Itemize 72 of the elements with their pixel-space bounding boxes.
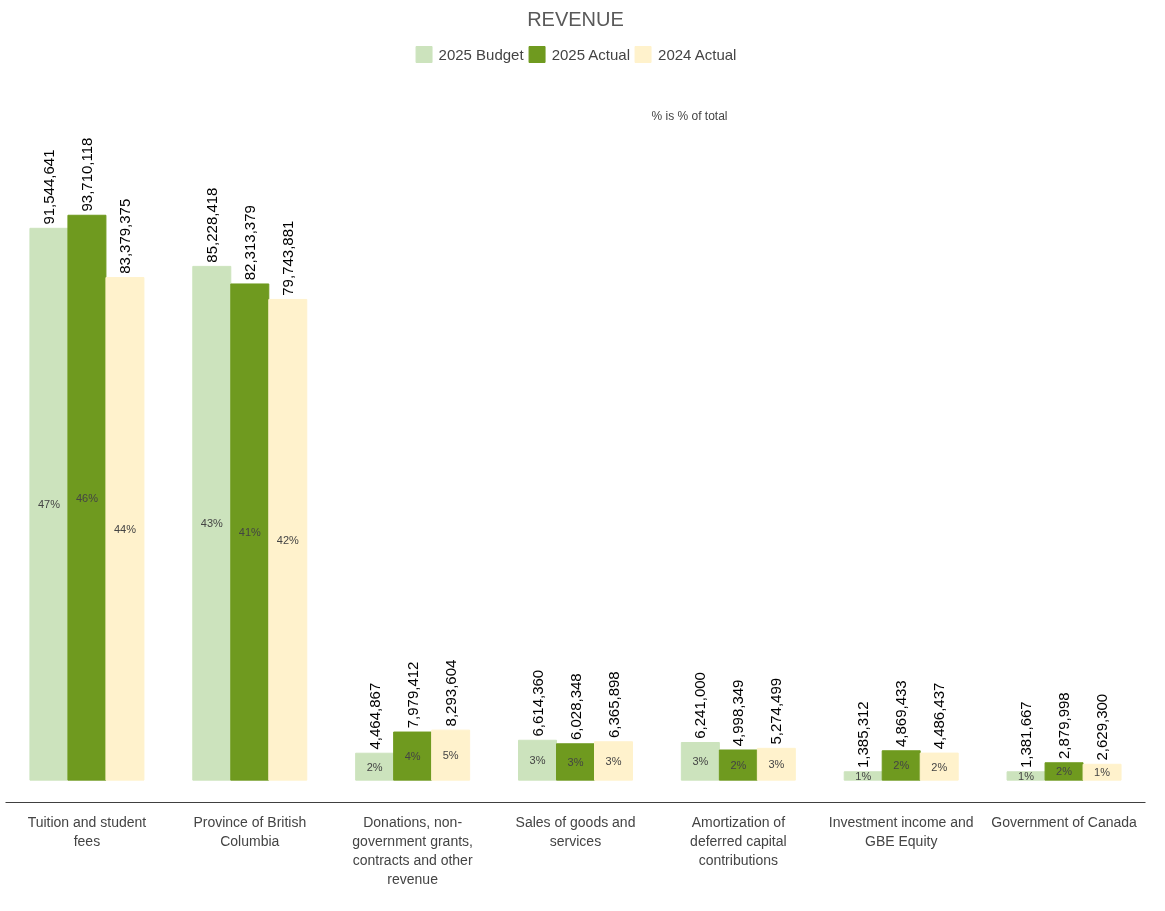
bar [556,743,595,781]
bar [67,214,107,781]
data-label: 85,228,418 [202,187,220,263]
legend-label: 2025 Budget [438,45,524,63]
x-tick-label: Donations, non-government grants, contracts and other revenue [352,813,473,888]
annotation: 41% [238,526,262,539]
chart-title: REVENUE [527,7,624,30]
data-label: 6,241,000 [691,672,709,739]
annotation: 2% [366,760,383,773]
x-tick-label: Investment income and GBE Equity [828,813,974,849]
data-label: 6,365,898 [604,671,622,739]
data-label: 82,313,379 [240,205,258,281]
annotation: 1% [1094,766,1111,779]
data-label: 2,879,998 [1055,692,1073,760]
data-label: 83,379,375 [115,198,133,274]
bar [355,752,395,781]
annotation: 3% [529,754,546,767]
bar [594,741,633,781]
annotation: 44% [113,522,137,535]
data-label: 1,385,312 [854,701,872,769]
annotation: 47% [37,498,61,511]
data-label: 4,869,433 [892,680,910,748]
x-tick-label: Government of Canada [991,813,1138,830]
annotation: 4% [404,750,421,763]
data-label: 4,998,349 [729,679,747,747]
text: % is % of total [651,109,728,124]
annotation: 3% [605,754,622,767]
data-label: 4,464,867 [365,682,383,750]
annotation: 3% [567,755,584,768]
data-label: 91,544,641 [39,149,57,225]
bar [105,277,145,781]
bar [756,747,796,781]
bar [680,742,720,781]
bar [718,749,758,781]
annotation: 5% [442,749,459,762]
x-tick-label: Province of British Columbia [193,813,307,849]
annotation: 43% [200,517,224,530]
annotation: 42% [276,533,300,546]
bar [431,729,471,781]
annotation: 3% [692,755,709,768]
data-label: 2,629,300 [1093,693,1111,761]
data-label: 5,274,499 [767,677,785,745]
data-label: 4,486,437 [930,682,948,750]
bar [268,298,308,781]
data-label: 6,614,360 [528,669,546,737]
bar [1082,763,1122,781]
annotation: 2% [730,759,747,772]
data-label: 1,381,667 [1017,701,1035,769]
bar [29,227,69,781]
bar [230,283,270,781]
annotation: 1% [1018,769,1035,782]
x-tick-label: Sales of goods and services [515,813,636,849]
legend-label: 2025 Actual [551,45,631,63]
annotation: 2% [931,760,948,773]
bar [518,739,557,781]
annotation: 3% [768,758,785,771]
annotation: 46% [75,491,99,504]
bar [192,265,232,781]
bar [919,752,959,781]
data-label: 79,743,881 [278,220,296,296]
bar [881,750,921,781]
data-label: 8,293,604 [441,659,459,727]
x-tick-label: Amortization of deferred capital contributions [690,813,787,868]
x-tick-label: Tuition and student fees [27,813,147,849]
legend-label: 2024 Actual [658,45,737,63]
data-label: 6,028,348 [566,673,584,741]
annotation: 1% [855,769,872,782]
bar [393,731,433,781]
annotation: 2% [1056,765,1073,778]
data-label: 7,979,412 [403,661,421,729]
annotation: 2% [893,759,910,772]
data-label: 93,710,118 [77,137,95,212]
